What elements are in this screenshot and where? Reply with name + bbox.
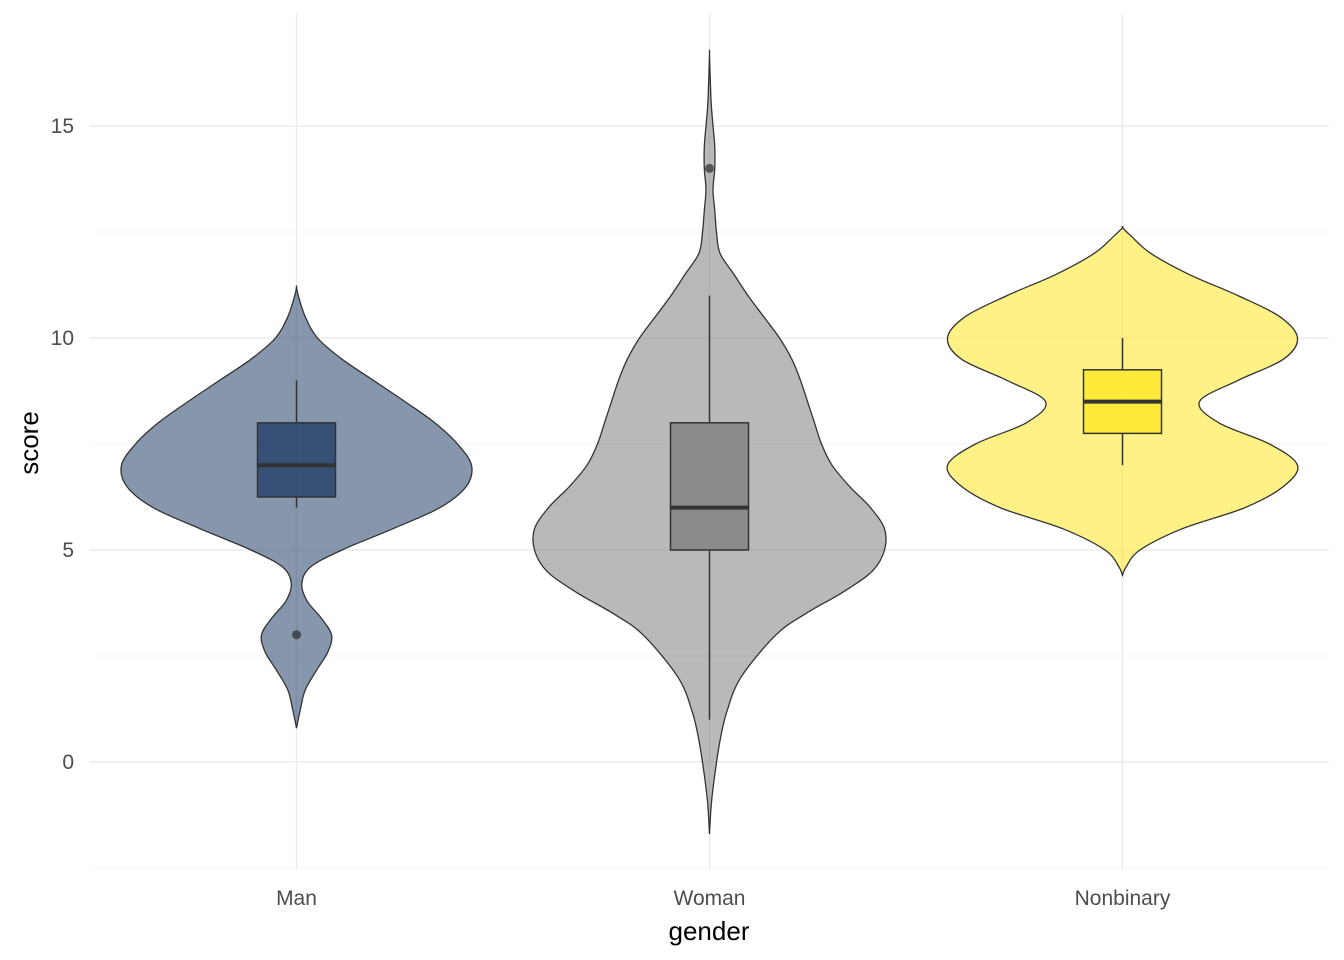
boxplots <box>256 163 1163 720</box>
y-tick-label: 0 <box>62 751 74 774</box>
x-tick-label: Woman <box>674 887 746 910</box>
box-woman <box>669 422 750 551</box>
y-tick-label: 15 <box>51 115 74 138</box>
x-tick-label: Man <box>276 887 317 910</box>
outlier-point <box>292 630 301 640</box>
outlier-point <box>705 163 714 173</box>
y-tick-label: 5 <box>62 539 74 562</box>
x-axis-title: gender <box>669 916 750 946</box>
box-man <box>256 422 337 498</box>
tick-labels: 0 5 10 15 Man Woman Nonbinary <box>51 115 1171 910</box>
y-axis-title: score <box>14 411 44 475</box>
y-tick-label: 10 <box>51 327 74 350</box>
x-tick-label: Nonbinary <box>1075 887 1171 910</box>
